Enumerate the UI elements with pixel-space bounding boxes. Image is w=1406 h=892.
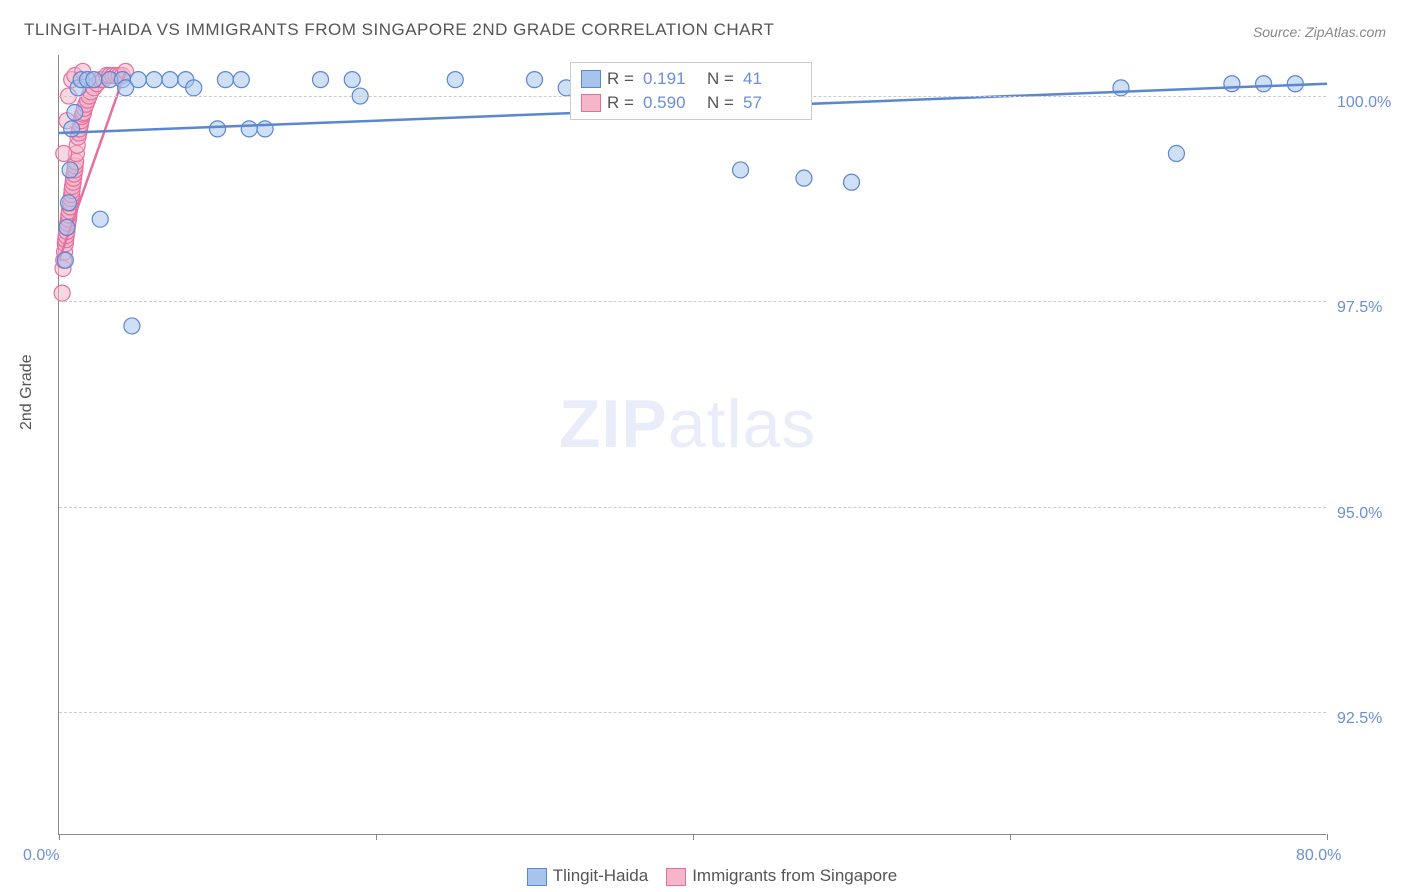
legend-r-value: 0.191 (643, 69, 701, 89)
legend-r-label: R = (607, 93, 637, 113)
x-tick-label: 0.0% (23, 847, 59, 865)
legend-label: Tlingit-Haida (553, 866, 648, 885)
legend-n-value: 41 (743, 69, 801, 89)
x-tick (376, 834, 377, 840)
y-axis-title: 2nd Grade (18, 354, 36, 430)
x-tick (1010, 834, 1011, 840)
legend-series: Tlingit-Haida Immigrants from Singapore (0, 866, 1406, 886)
data-point (59, 219, 75, 235)
legend-correlation: R = 0.191 N = 41 R = 0.590 N = 57 (570, 62, 812, 120)
x-tick (1327, 834, 1328, 840)
data-point (186, 80, 202, 96)
data-point (233, 72, 249, 88)
chart-svg (59, 55, 1327, 835)
data-point (257, 121, 273, 137)
data-point (64, 121, 80, 137)
y-tick-label: 100.0% (1337, 94, 1391, 112)
gridline-h (59, 301, 1326, 302)
data-point (67, 104, 83, 120)
legend-label: Immigrants from Singapore (692, 866, 897, 885)
legend-r-label: R = (607, 69, 637, 89)
legend-swatch (581, 94, 601, 112)
legend-r-value: 0.590 (643, 93, 701, 113)
legend-n-value: 57 (743, 93, 801, 113)
data-point (344, 72, 360, 88)
data-point (1168, 146, 1184, 162)
data-point (146, 72, 162, 88)
data-point (57, 252, 73, 268)
data-point (162, 72, 178, 88)
legend-swatch (666, 868, 686, 886)
x-tick (59, 834, 60, 840)
y-tick-label: 95.0% (1337, 505, 1382, 523)
legend-row: R = 0.590 N = 57 (581, 91, 801, 115)
data-point (217, 72, 233, 88)
data-point (61, 195, 77, 211)
data-point (130, 72, 146, 88)
x-tick (693, 834, 694, 840)
legend-n-label: N = (707, 93, 737, 113)
data-point (210, 121, 226, 137)
data-point (124, 318, 140, 334)
legend-swatch (581, 70, 601, 88)
legend-n-label: N = (707, 69, 737, 89)
legend-swatch (527, 868, 547, 886)
chart-title: TLINGIT-HAIDA VS IMMIGRANTS FROM SINGAPO… (24, 20, 774, 40)
gridline-h (59, 507, 1326, 508)
data-point (796, 170, 812, 186)
data-point (1256, 76, 1272, 92)
legend-row: R = 0.191 N = 41 (581, 67, 801, 91)
plot-area: ZIPatlas 92.5%95.0%97.5%100.0% (58, 55, 1326, 835)
gridline-h (59, 712, 1326, 713)
source-label: Source: ZipAtlas.com (1253, 24, 1386, 40)
data-point (241, 121, 257, 137)
data-point (1113, 80, 1129, 96)
x-tick-label: 80.0% (1296, 847, 1341, 865)
data-point (54, 285, 70, 301)
y-tick-label: 97.5% (1337, 299, 1382, 317)
data-point (447, 72, 463, 88)
data-point (92, 211, 108, 227)
data-point (844, 174, 860, 190)
y-tick-label: 92.5% (1337, 710, 1382, 728)
data-point (62, 162, 78, 178)
data-point (1224, 76, 1240, 92)
data-point (56, 146, 72, 162)
data-point (313, 72, 329, 88)
data-point (86, 72, 102, 88)
data-point (733, 162, 749, 178)
data-point (527, 72, 543, 88)
